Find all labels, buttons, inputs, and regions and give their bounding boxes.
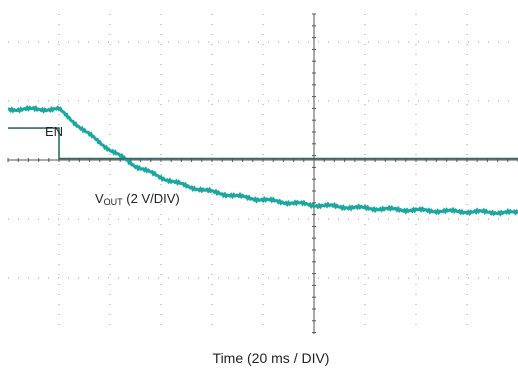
vout-label-v: V	[95, 191, 104, 206]
vout-trace-label: VOUT (2 V/DIV)	[95, 191, 180, 207]
vout-label-scale: (2 V/DIV)	[123, 191, 180, 206]
vout-trace	[7, 104, 518, 217]
traces	[7, 104, 518, 217]
plot-grid	[7, 13, 518, 334]
en-trace	[8, 127, 518, 160]
en-trace-label: EN	[45, 124, 63, 139]
vout-label-subscript: OUT	[104, 197, 124, 207]
x-axis-label: Time (20 ms / DIV)	[213, 350, 330, 366]
